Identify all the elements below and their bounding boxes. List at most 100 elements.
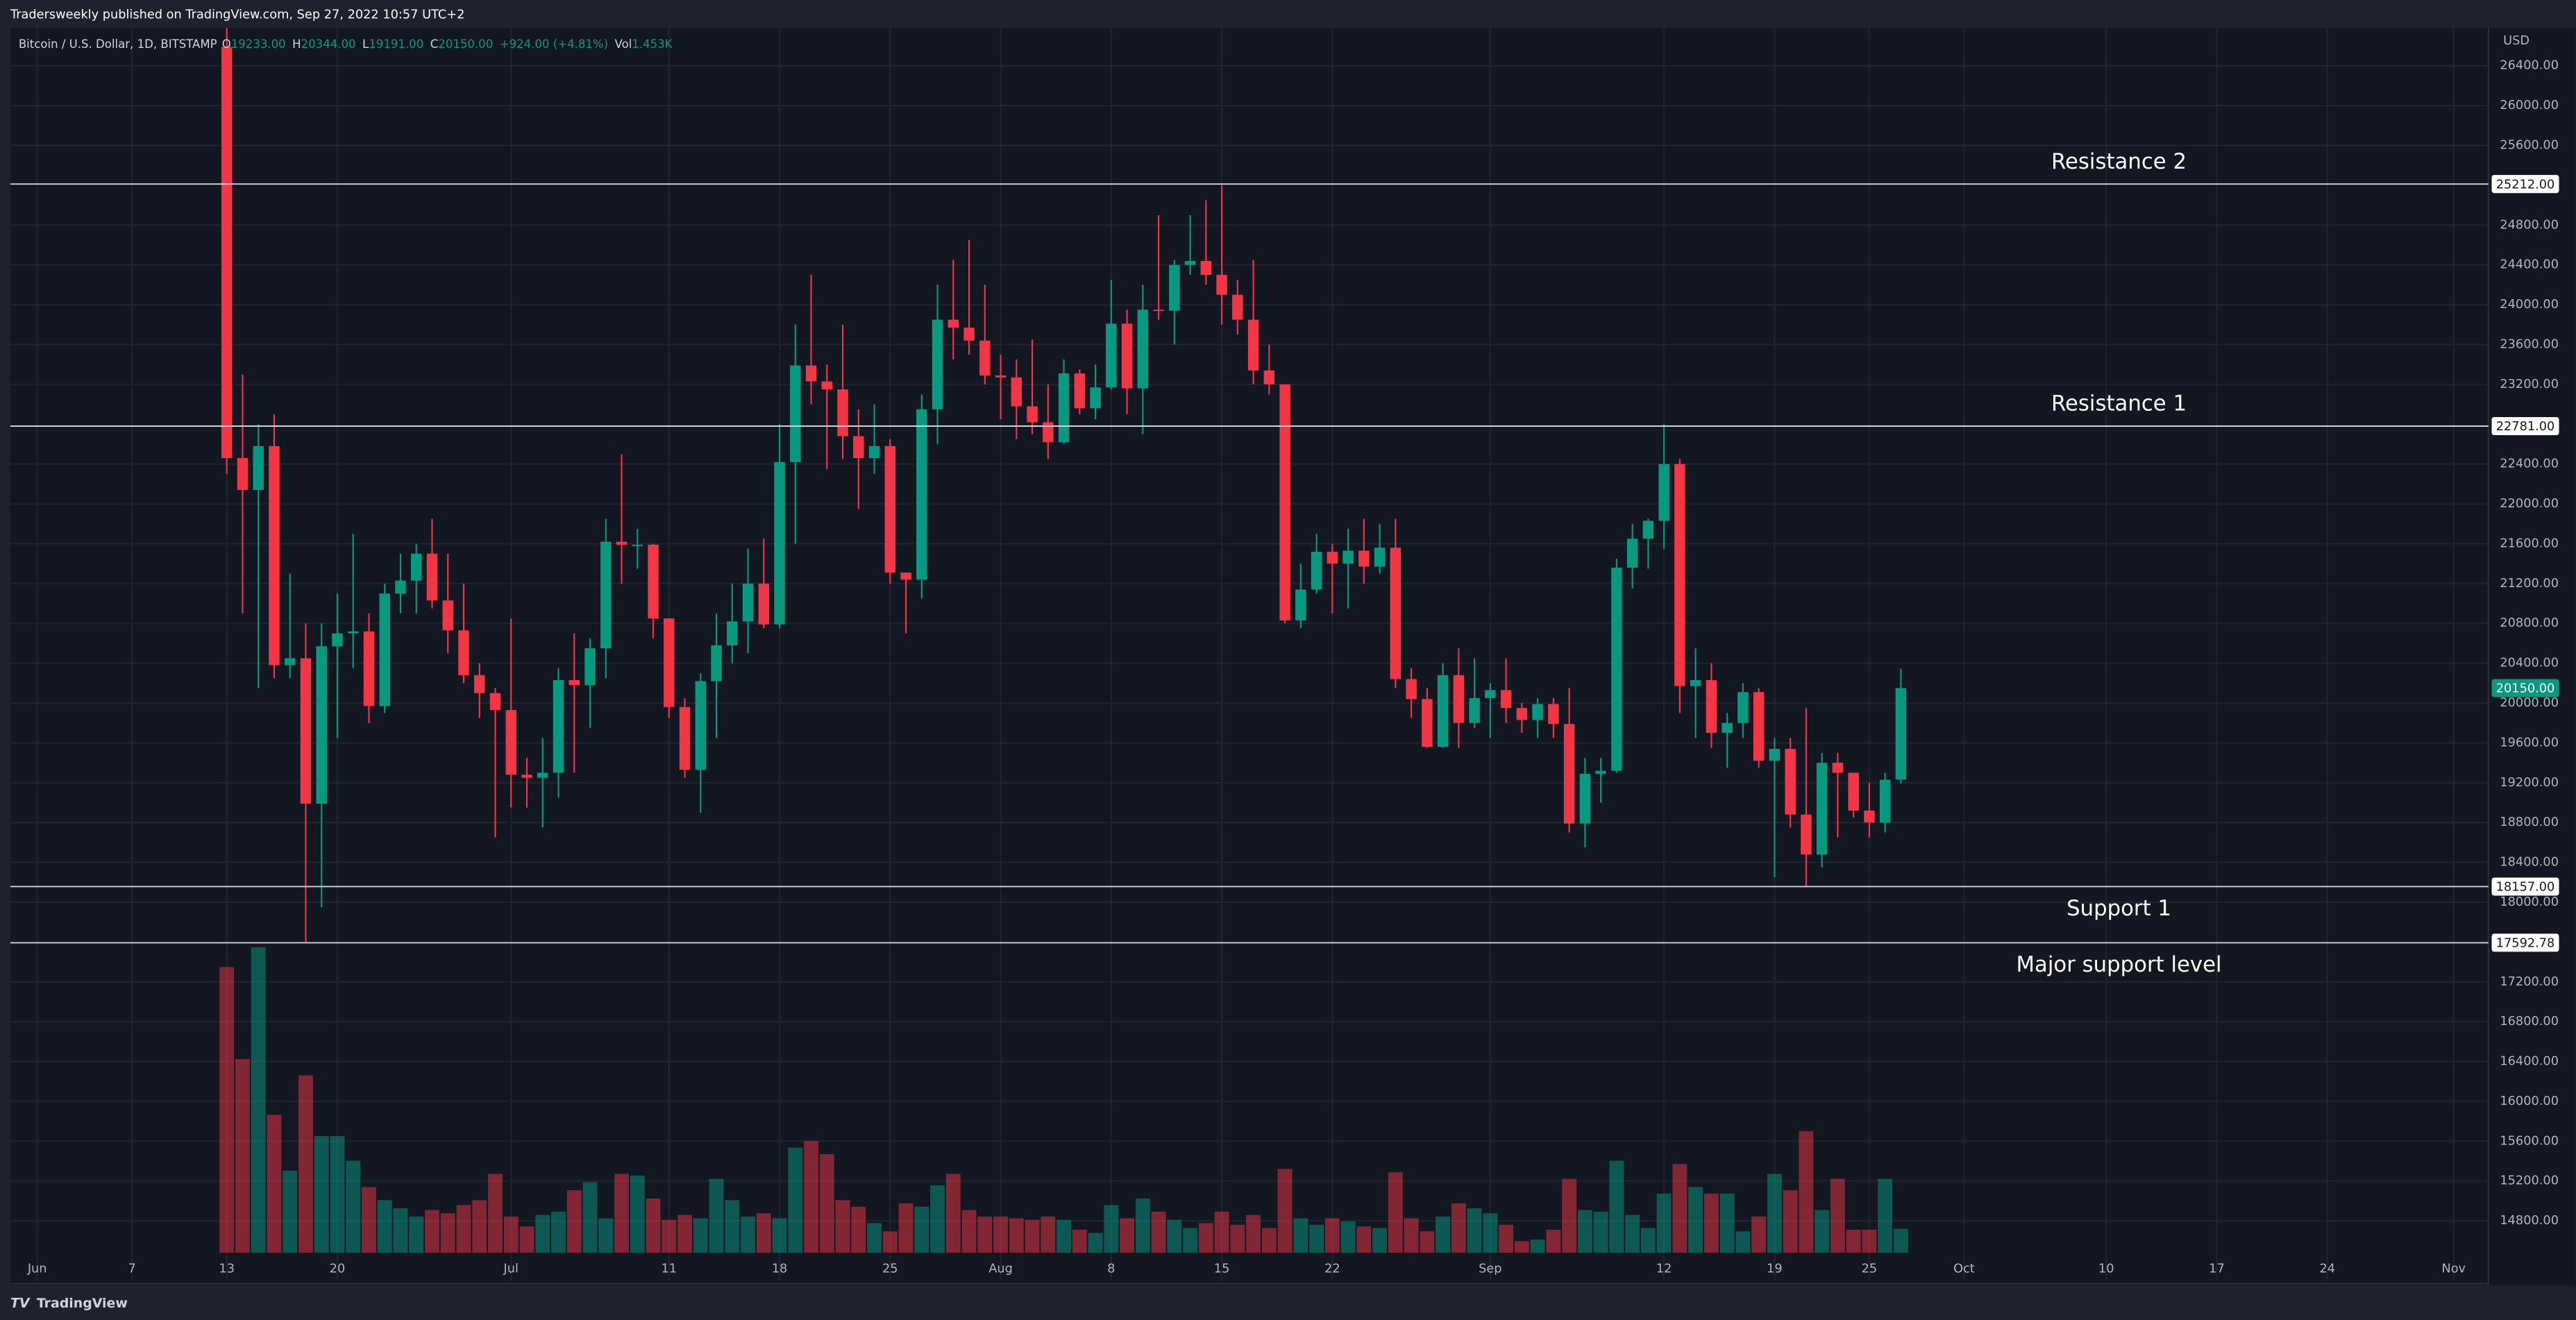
candle-body [1721,722,1733,734]
x-tick-label: 10 [2098,1262,2114,1276]
volume-bar [1799,1131,1814,1253]
volume-bar [1041,1216,1056,1253]
candle-body [1895,688,1907,780]
candle-body [1832,763,1844,773]
x-tick-label: Nov [2441,1262,2466,1276]
y-tick-label: 26000.00 [2500,99,2559,112]
ohlc-value: 20344.00 [301,37,356,50]
volume-bar [1277,1169,1293,1253]
levels: Resistance 2 25212.00 Resistance 1 22781.00… [10,149,2559,977]
candle-body [695,681,707,770]
volume-bar [882,1231,898,1253]
volume-bar [488,1174,503,1253]
level-tag [2491,877,2559,896]
candle-body [1200,260,1212,276]
candle-body [442,600,453,631]
candle-body [1879,779,1891,823]
volume-bar [267,1115,282,1253]
candle-body [1706,680,1717,734]
volume-bar [598,1218,614,1253]
x-tick-label: 11 [661,1262,677,1276]
y-tick-label: 17200.00 [2500,975,2559,989]
candle-body [1753,692,1765,761]
volume-bar [503,1216,519,1253]
volume-bar [1815,1210,1830,1253]
ohlc-key: O [222,37,231,50]
volume-bar [898,1203,914,1253]
volume-bar [566,1190,582,1253]
volume-bar [456,1205,471,1253]
volume-bar [1088,1233,1103,1253]
y-tick-label: 16800.00 [2500,1015,2559,1029]
volume-key: Vol [615,37,632,50]
candle-body [1137,310,1149,389]
candle-body [1437,675,1449,747]
volume-bar [1562,1178,1577,1253]
volume-bar [1183,1228,1198,1253]
candle-body [805,365,817,382]
candle-body [1043,422,1054,443]
candle-body [821,381,833,390]
candle-body [537,772,548,778]
level-tag [2491,175,2559,194]
candle-body [1785,749,1796,815]
candle-body [1342,550,1354,564]
volume-bar [914,1206,929,1253]
level-tag-label: 18157.00 [2496,881,2555,895]
volume-bar [867,1223,882,1253]
candle-body [727,621,738,645]
candle-body [1311,551,1322,590]
volume-bar [1261,1228,1277,1253]
volume-bar [1609,1160,1624,1253]
y-tick-label: 18400.00 [2500,856,2559,870]
volume-bar [1135,1198,1150,1253]
candle-body [1500,690,1512,709]
volume-bar [1198,1223,1213,1253]
brand: TradingView [37,1296,128,1311]
candle-body [1058,373,1070,443]
volume-pane [219,947,1908,1253]
y-tick-label: 19200.00 [2500,776,2559,790]
y-tick-label: 24400.00 [2500,258,2559,272]
volume-bar [693,1218,708,1253]
volume-bar [1878,1178,1893,1253]
x-tick-label: 15 [1214,1262,1230,1276]
chart-pane [10,28,2576,1286]
candle-body [1642,521,1654,539]
volume-bar [1640,1228,1656,1253]
ohlc-key: L [362,37,369,50]
level-tag-label: 17592.78 [2496,937,2555,951]
candle-body [1374,548,1386,567]
candle-body [1232,294,1243,320]
volume-bar [788,1147,803,1253]
volume-bar [1120,1218,1135,1253]
volume-bar [1530,1239,1545,1253]
change: +924.00 (+4.81%) [500,37,608,50]
volume-bar [235,1058,250,1253]
candle-body [995,375,1007,378]
volume-bar [1514,1241,1529,1253]
candle-body [1595,770,1606,774]
volume-bar [1072,1229,1087,1253]
y-tick-label: 14800.00 [2500,1214,2559,1228]
volume-bar [1436,1216,1451,1253]
candle-body [1816,763,1828,855]
candle-body [1153,310,1164,312]
volume-bar [1388,1172,1403,1253]
volume-bar [1546,1229,1561,1253]
candle-body [1169,264,1180,311]
volume-bar [1356,1226,1372,1253]
volume-bar [646,1198,661,1253]
level-tag [2491,933,2559,952]
candle-body [489,693,501,711]
candle-body [1548,704,1559,725]
volume-bar [1593,1211,1608,1253]
x-tick-label: 24 [2319,1262,2335,1276]
candle-body [790,365,801,462]
volume-bar [1893,1228,1908,1253]
volume-bar [314,1136,329,1253]
y-tick-label: 15200.00 [2500,1174,2559,1188]
candle-body [1279,384,1290,620]
volume-bar [346,1160,361,1253]
